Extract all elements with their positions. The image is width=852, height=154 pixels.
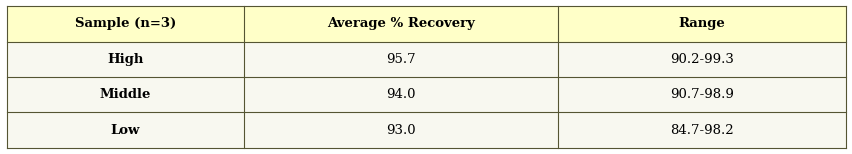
Text: Sample (n=3): Sample (n=3)	[74, 17, 176, 30]
Text: 93.0: 93.0	[386, 124, 415, 137]
Bar	[7, 77, 243, 112]
Bar	[557, 6, 845, 42]
Bar	[7, 112, 243, 148]
Text: Low: Low	[111, 124, 140, 137]
Text: 94.0: 94.0	[386, 88, 415, 101]
Bar	[557, 42, 845, 77]
Bar	[7, 42, 243, 77]
Text: 95.7: 95.7	[386, 53, 415, 66]
Bar	[243, 42, 557, 77]
Bar	[243, 77, 557, 112]
Text: Average % Recovery: Average % Recovery	[326, 17, 475, 30]
Text: High: High	[106, 53, 143, 66]
Bar	[557, 112, 845, 148]
Text: 84.7-98.2: 84.7-98.2	[670, 124, 734, 137]
Text: Range: Range	[678, 17, 725, 30]
Bar	[243, 6, 557, 42]
Text: 90.2-99.3: 90.2-99.3	[670, 53, 734, 66]
Text: 90.7-98.9: 90.7-98.9	[670, 88, 734, 101]
Bar	[557, 77, 845, 112]
Bar	[243, 112, 557, 148]
Bar	[7, 6, 243, 42]
Text: Middle: Middle	[100, 88, 151, 101]
